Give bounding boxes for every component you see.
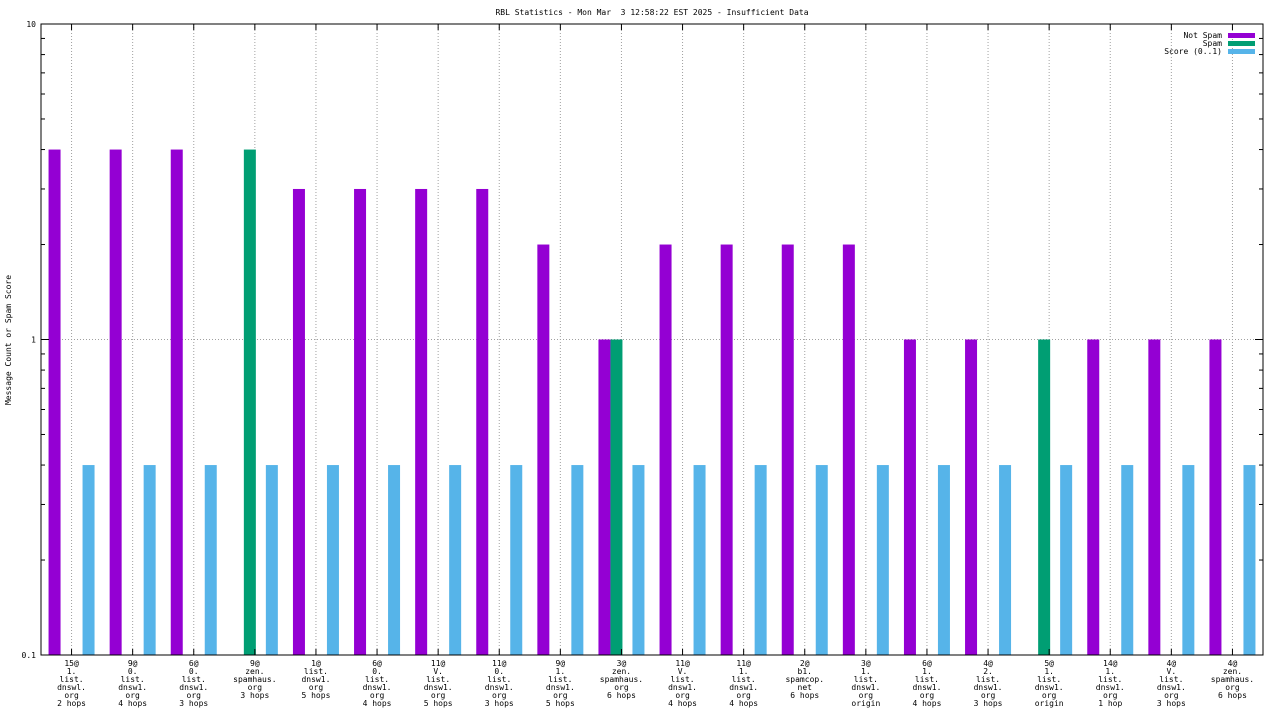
bar-score-0-1 — [82, 465, 95, 655]
x-tick-label: 11@ 1. list. dnsw1. org 4 hops — [729, 659, 758, 708]
bar-score-0-1 — [571, 465, 584, 655]
bar-score-0-1 — [265, 465, 278, 655]
bar-not-spam — [537, 244, 550, 656]
x-tick-label: 11@ 0. list. dnsw1. org 3 hops — [485, 659, 514, 708]
bar-not-spam — [1087, 339, 1100, 655]
bar-score-0-1 — [510, 465, 523, 655]
bar-score-0-1 — [143, 465, 156, 655]
bar-not-spam — [170, 149, 183, 655]
x-tick-label: 6@ 0. list. dnsw1. org 4 hops — [363, 659, 392, 708]
legend-swatch — [1228, 33, 1255, 38]
bar-score-0-1 — [999, 465, 1012, 655]
legend-swatch — [1228, 41, 1255, 46]
y-tick-label: 0.1 — [22, 651, 37, 660]
bar-not-spam — [109, 149, 122, 655]
x-axis-labels: 15@ 1. list. dnswl. org 2 hops 9@ 0. list. dnsw1.… — [57, 659, 1254, 708]
bars — [48, 149, 1256, 656]
x-tick-label: 9@ 0. list. dnsw1. org 4 hops — [118, 659, 147, 708]
x-tick-label: 1@ list. dnsw1. org 5 hops — [301, 659, 330, 700]
bar-score-0-1 — [449, 465, 462, 655]
legend-label: Score (0..1) — [1164, 47, 1222, 56]
bar-not-spam — [354, 188, 367, 655]
x-tick-label: 15@ 1. list. dnswl. org 2 hops — [57, 659, 86, 708]
x-tick-label: 2@ b1. spamcop. net 6 hops — [785, 659, 824, 700]
legend-label: Spam — [1203, 39, 1222, 48]
bar-spam — [243, 149, 256, 655]
bar-not-spam — [781, 244, 794, 656]
bar-spam — [610, 339, 623, 655]
legend-swatch — [1228, 49, 1255, 54]
y-tick-label: 1 — [31, 336, 36, 345]
x-tick-label: 3@ 1. list. dnsw1. org origin — [851, 659, 880, 708]
bar-spam — [1038, 339, 1051, 655]
x-tick-label: 9@ 1. list. dnsw1. org 5 hops — [546, 659, 575, 708]
y-tick-label: 10 — [26, 20, 36, 29]
bar-not-spam — [292, 188, 305, 655]
bar-score-0-1 — [388, 465, 401, 655]
bar-score-0-1 — [815, 465, 828, 655]
bar-score-0-1 — [204, 465, 217, 655]
bar-score-0-1 — [1121, 465, 1134, 655]
bar-not-spam — [48, 149, 61, 655]
bar-not-spam — [720, 244, 733, 656]
legend-label: Not Spam — [1183, 31, 1222, 40]
x-tick-label: 6@ 1. list. dnsw1. org 4 hops — [912, 659, 941, 708]
bar-score-0-1 — [693, 465, 706, 655]
chart-title: RBL Statistics - Mon Mar 3 12:58:22 EST … — [495, 8, 808, 17]
x-tick-label: 11@ V. list. dnsw1. org 4 hops — [668, 659, 697, 708]
bar-not-spam — [965, 339, 978, 655]
bar-score-0-1 — [937, 465, 950, 655]
x-tick-label: 6@ 0. list. dnsw1. org 3 hops — [179, 659, 208, 708]
bar-score-0-1 — [632, 465, 645, 655]
x-tick-label: 14@ 1. list. dnsw1. org 1 hop — [1096, 659, 1125, 708]
x-tick-label: 3@ zen. spamhaus. org 6 hops — [600, 659, 643, 700]
bar-not-spam — [903, 339, 916, 655]
axis-ticks: 0.1 1 10 — [22, 20, 1263, 660]
x-tick-label: 4@ 2. list. dnsw1. org 3 hops — [974, 659, 1003, 708]
bar-score-0-1 — [1243, 465, 1256, 655]
bar-not-spam — [476, 188, 489, 655]
x-tick-label: 4@ V. list. dnsw1. org 3 hops — [1157, 659, 1186, 708]
bar-score-0-1 — [754, 465, 767, 655]
bar-not-spam — [1148, 339, 1161, 655]
x-tick-label: 5@ 1. list. dnsw1. org origin — [1035, 659, 1064, 708]
y-axis-label: Message Count or Spam Score — [4, 275, 13, 405]
bar-score-0-1 — [876, 465, 889, 655]
grid-lines — [41, 24, 1263, 655]
bar-not-spam — [1209, 339, 1222, 655]
x-tick-label: 9@ zen. spamhaus. org 3 hops — [233, 659, 276, 700]
x-tick-label: 4@ zen. spamhaus. org 6 hops — [1211, 659, 1254, 700]
bar-score-0-1 — [1182, 465, 1195, 655]
bar-not-spam — [415, 188, 428, 655]
bar-score-0-1 — [326, 465, 339, 655]
bar-score-0-1 — [1060, 465, 1073, 655]
bar-not-spam — [598, 339, 611, 655]
bar-not-spam — [842, 244, 855, 656]
x-tick-label: 11@ V. list. dnsw1. org 5 hops — [424, 659, 453, 708]
bar-not-spam — [659, 244, 672, 656]
